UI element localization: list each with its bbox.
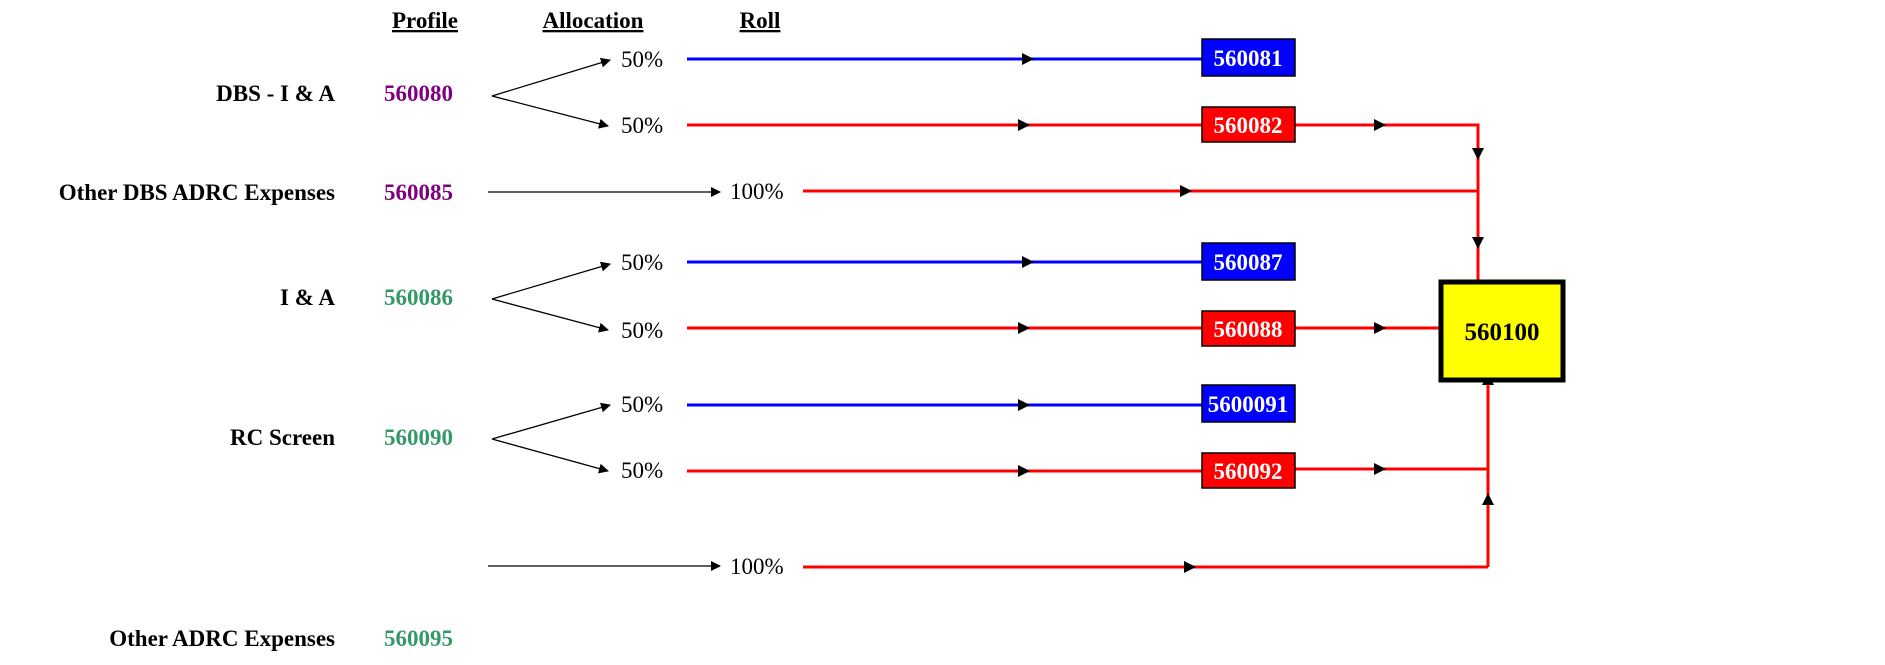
blue-flow-lines <box>687 57 1202 407</box>
profile-code: 560090 <box>384 425 453 450</box>
box-560082: 560082 <box>1201 106 1296 143</box>
row-label-other-dbs-adrc: Other DBS ADRC Expenses <box>59 180 335 205</box>
allocation-percent: 50% <box>621 318 663 343</box>
blue-box <box>1201 38 1296 77</box>
box-label: 560081 <box>1214 46 1283 71</box>
total-box <box>1438 279 1566 383</box>
flow-arrowhead-up <box>1482 493 1494 505</box>
red-box <box>1201 106 1296 143</box>
header-roll: Roll <box>740 8 781 33</box>
box-label: 560087 <box>1214 250 1283 275</box>
flow-arrowhead <box>1180 185 1192 197</box>
box-label: 5600091 <box>1208 392 1289 417</box>
row-label-dbs-ia: DBS - I & A <box>216 81 335 106</box>
split-arrows <box>488 57 721 571</box>
box-560092: 560092 <box>1201 452 1296 489</box>
profile-code: 560086 <box>384 285 453 310</box>
split-arrow <box>491 95 609 129</box>
split-arrow <box>491 261 611 300</box>
split-arrow <box>491 402 611 440</box>
box-560087: 560087 <box>1201 242 1296 281</box>
row-label-ia: I & A <box>280 285 335 310</box>
profile-code: 560085 <box>384 180 453 205</box>
box-560088: 560088 <box>1201 310 1296 347</box>
flow-arrowhead-down <box>1472 148 1484 160</box>
blue-box <box>1201 242 1296 281</box>
blue-box <box>1201 384 1296 423</box>
flow-arrowheads <box>1018 53 1494 573</box>
flow-arrowhead <box>1022 53 1034 65</box>
box-560081: 560081 <box>1201 38 1296 77</box>
flow-arrowhead <box>1374 322 1386 334</box>
profile-code: 560080 <box>384 81 453 106</box>
roll-percent: 100% <box>730 179 784 204</box>
roll-percent: 100% <box>730 554 784 579</box>
box-label: 560092 <box>1214 459 1283 484</box>
header-profile: Profile <box>392 8 458 33</box>
red-flow-lines <box>687 123 1490 569</box>
flow-arrowhead-down <box>1472 237 1484 249</box>
row-label-rc-screen: RC Screen <box>230 425 335 450</box>
red-connector-bottom <box>1295 382 1490 471</box>
row-label-other-adrc: Other ADRC Expenses <box>109 626 335 651</box>
red-connector-top <box>1295 123 1480 280</box>
allocation-percent: 50% <box>621 47 663 72</box>
flow-arrowhead <box>1374 119 1386 131</box>
split-arrow <box>491 57 611 97</box>
red-box <box>1201 452 1296 489</box>
split-arrow <box>491 438 609 474</box>
total-box-label: 560100 <box>1465 319 1540 346</box>
allocation-percent: 50% <box>621 250 663 275</box>
flow-arrowhead <box>1374 463 1386 475</box>
box-560100: 560100 <box>1438 279 1566 383</box>
flow-arrowhead <box>1018 322 1030 334</box>
box-5600091: 5600091 <box>1201 384 1296 423</box>
red-box <box>1201 310 1296 347</box>
flow-arrowhead <box>1184 561 1196 573</box>
flow-arrowhead <box>1018 119 1030 131</box>
allocation-percent: 50% <box>621 458 663 483</box>
allocation-percent: 50% <box>621 113 663 138</box>
profile-code: 560095 <box>384 626 453 651</box>
flow-arrowhead <box>1018 465 1030 477</box>
box-label: 560088 <box>1214 317 1283 342</box>
header-allocation: Allocation <box>543 8 644 33</box>
box-label: 560082 <box>1214 113 1283 138</box>
split-arrow <box>491 298 609 333</box>
flow-arrowhead <box>1018 399 1030 411</box>
flow-arrowhead <box>1022 256 1034 268</box>
allocation-percent: 50% <box>621 392 663 417</box>
